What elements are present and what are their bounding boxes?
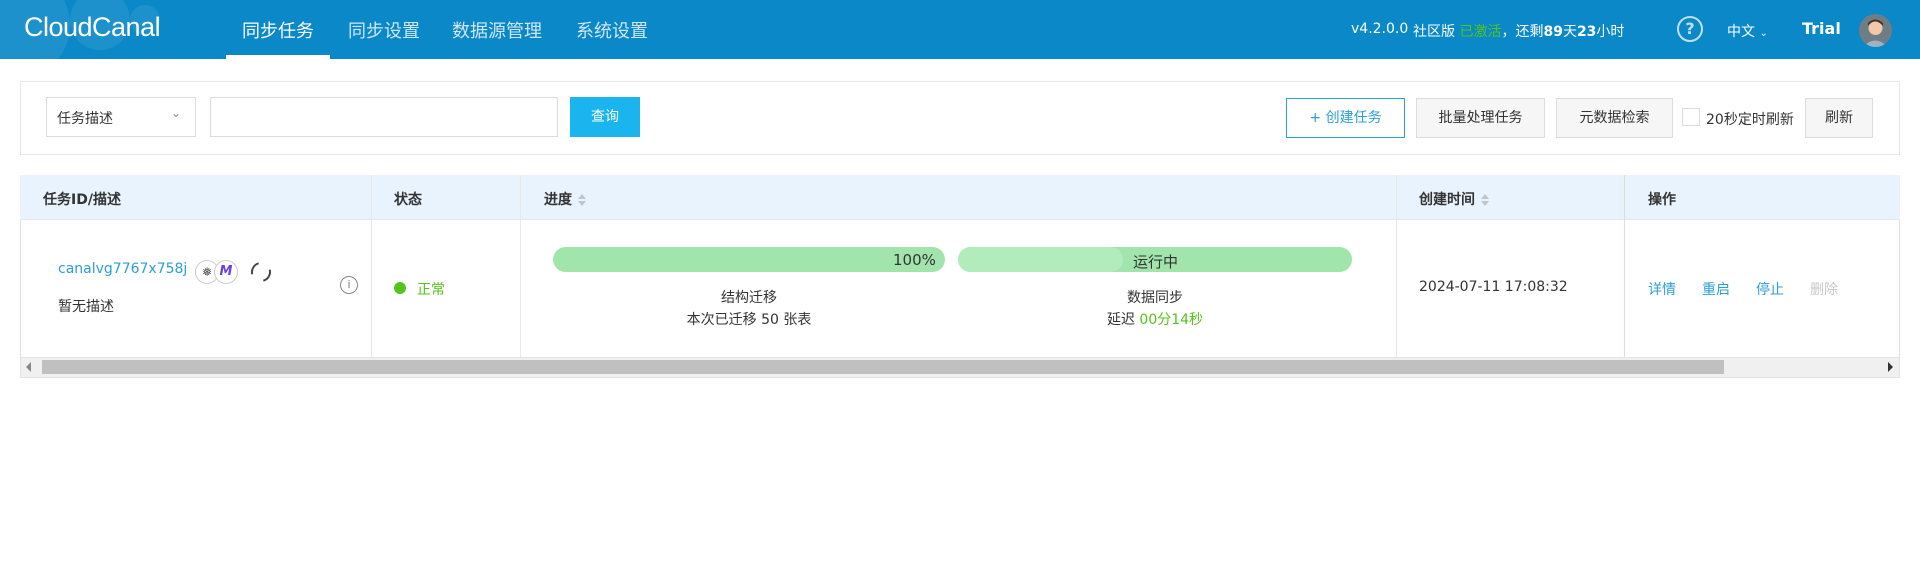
user-avatar[interactable] [1859,14,1892,47]
column-divider [371,175,372,357]
status-dot-icon [394,282,406,294]
filter-field-select[interactable]: 任务描述 ⌄ [46,97,196,137]
scrollbar-thumb[interactable] [42,360,1724,374]
sort-icon[interactable] [1481,194,1489,206]
task-id-link[interactable]: canalvg7767x758j [58,261,188,277]
nav-sync-tasks[interactable]: 同步任务 [242,21,314,42]
scroll-right-arrow-icon[interactable] [1888,362,1893,372]
details-link[interactable]: 详情 [1648,282,1676,298]
delay-label: 延迟 [1106,312,1135,328]
starrocks-icon: M [214,260,238,284]
column-header-progress[interactable]: 进度 [544,189,586,209]
column-header-status: 状态 [394,192,422,208]
remaining-hours: 23 [1576,24,1597,40]
auto-refresh-label[interactable]: 20秒定时刷新 [1706,112,1794,128]
schema-progress-text: 100% [893,251,936,269]
search-input[interactable] [210,97,558,137]
chevron-down-icon: ⌄ [171,106,182,120]
filter-toolbar [20,81,1900,155]
info-icon[interactable]: i [340,276,358,294]
metadata-search-button[interactable]: 元数据检索 [1556,98,1673,138]
create-task-button[interactable]: + 创建任务 [1286,98,1405,138]
nav-datasource-management[interactable]: 数据源管理 [452,21,542,42]
nav-sync-settings[interactable]: 同步设置 [348,21,420,42]
data-sync-delay: 延迟 00分14秒 [958,309,1352,329]
column-header-task-id: 任务ID/描述 [43,192,121,208]
delete-link-disabled: 删除 [1810,282,1838,298]
top-navbar [0,0,1920,59]
question-circle-icon[interactable]: ? [1677,16,1703,42]
data-sync-progress [958,247,1352,272]
status-badge: 正常 [417,282,445,298]
version-label: v4.2.0.0 [1351,21,1409,37]
data-sync-state: 运行中 [1133,253,1179,271]
schema-migration-title: 结构迁移 [721,290,777,306]
column-header-created[interactable]: 创建时间 [1419,189,1489,209]
language-select[interactable]: 中文 ⌄ [1727,21,1768,41]
column-divider [1396,175,1397,357]
data-sync-title: 数据同步 [1127,290,1183,306]
cloudcanal-logo[interactable]: CloudCanal [24,12,161,42]
remaining-days: 89 [1543,24,1563,40]
filter-field-value: 任务描述 [57,111,113,127]
active-tab-indicator [226,55,330,59]
language-label: 中文 [1727,24,1755,40]
days-unit: 天 [1562,24,1577,40]
task-description: 暂无描述 [58,299,114,315]
schema-migration-progress [553,247,945,272]
refresh-button[interactable]: 刷新 [1805,98,1873,138]
schema-migration-detail: 本次已迁移 50 张表 [686,312,812,328]
stop-link[interactable]: 停止 [1756,282,1784,298]
table-header [20,175,1900,220]
created-header-label: 创建时间 [1419,192,1475,208]
license-info: 社区版 已激活，还剩89天23小时 [1413,21,1624,41]
batch-process-button[interactable]: 批量处理任务 [1416,98,1545,138]
auto-refresh-checkbox[interactable] [1682,108,1700,126]
chevron-down-icon: ⌄ [1759,28,1768,39]
hours-unit: 小时 [1596,24,1625,40]
query-button[interactable]: 查询 [570,97,640,137]
nav-system-settings[interactable]: 系统设置 [576,21,648,42]
column-header-actions: 操作 [1648,192,1676,208]
edition-label: 社区版 [1413,24,1455,40]
progress-header-label: 进度 [544,192,572,208]
remaining-prefix: ，还剩 [1501,24,1544,40]
delay-value: 00分14秒 [1139,312,1204,328]
user-name[interactable]: Trial [1802,19,1841,38]
sort-icon[interactable] [578,194,586,206]
activated-label: 已激活 [1459,24,1502,40]
column-divider [520,175,521,357]
restart-link[interactable]: 重启 [1702,282,1730,298]
scroll-left-arrow-icon[interactable] [26,362,31,372]
data-sync-fill [958,247,1124,272]
fixed-column-divider [1624,175,1625,377]
created-time: 2024-07-11 17:08:32 [1419,279,1568,295]
